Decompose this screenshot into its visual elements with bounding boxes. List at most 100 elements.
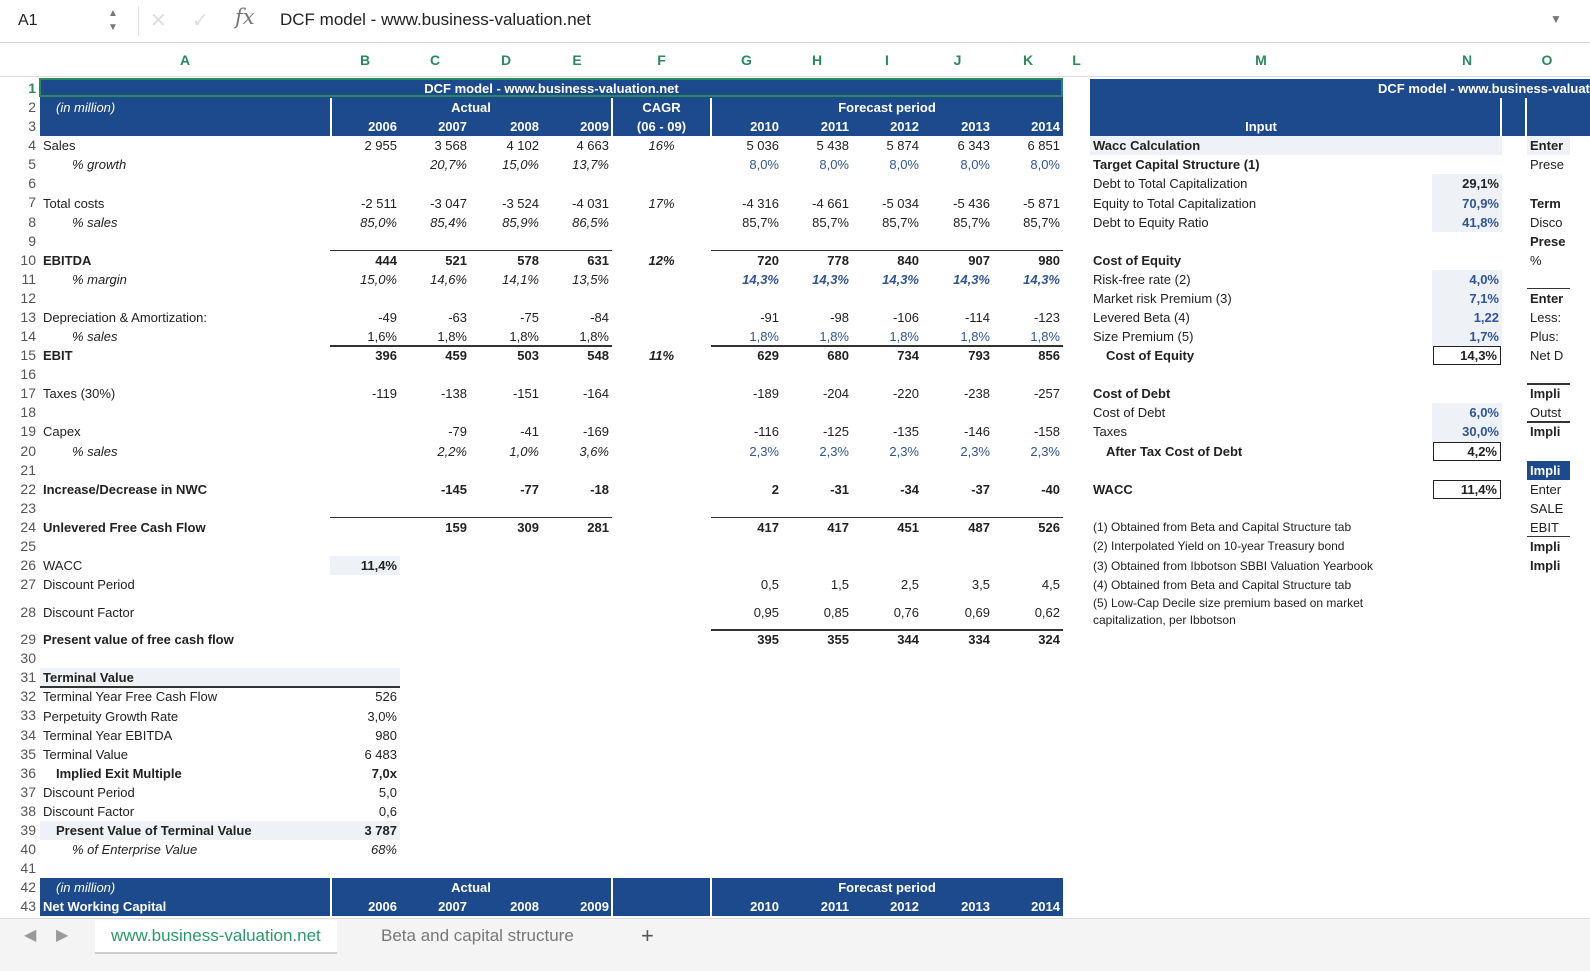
cell-b13[interactable]: -49 (378, 309, 397, 325)
column-header-m[interactable]: M (1255, 52, 1267, 68)
cell-b26[interactable]: 11,4% (360, 558, 397, 574)
cell-h29[interactable]: 355 (827, 632, 849, 648)
cell-d15[interactable]: 503 (517, 348, 539, 364)
cell-n18[interactable]: 6,0% (1469, 405, 1499, 421)
cell-d11[interactable]: 14,1% (502, 271, 539, 287)
cell-o26[interactable]: Impli (1530, 558, 1561, 574)
cell-b8[interactable]: 85,0% (360, 214, 397, 230)
cell-h5[interactable]: 8,0% (819, 157, 849, 173)
cell-a19[interactable]: Capex (43, 424, 81, 440)
cell-n22[interactable]: 11,4% (1433, 479, 1501, 499)
cell-k20[interactable]: 2,3% (1030, 443, 1060, 459)
cell-o7[interactable]: Term (1530, 195, 1561, 211)
cell-o23[interactable]: SALE (1530, 500, 1564, 516)
cell-i4[interactable]: 5 874 (886, 138, 919, 154)
cell-o24[interactable]: EBIT (1530, 519, 1559, 535)
cell-m14[interactable]: Size Premium (5) (1093, 329, 1194, 345)
row-header-31[interactable]: 31 (20, 669, 36, 686)
row-header-39[interactable]: 39 (20, 821, 36, 838)
cell-a7[interactable]: Total costs (43, 195, 105, 211)
cell-f2[interactable]: CAGR (642, 100, 681, 116)
row-header-43[interactable]: 43 (20, 898, 36, 915)
column-header-d[interactable]: D (500, 52, 512, 68)
cell-i7[interactable]: -5 034 (882, 195, 919, 211)
cell-a14[interactable]: % sales (72, 329, 118, 345)
cell-a39[interactable]: Present Value of Terminal Value (56, 822, 252, 838)
column-header-o[interactable]: O (1541, 52, 1553, 68)
row-header-25[interactable]: 25 (20, 537, 36, 554)
row-header-9[interactable]: 9 (28, 232, 36, 249)
name-box[interactable]: A1 (8, 6, 139, 36)
column-header-e[interactable]: E (572, 52, 582, 68)
cell-j17[interactable]: -238 (963, 386, 990, 402)
column-header-f[interactable]: F (657, 52, 666, 68)
cell-e22[interactable]: -18 (590, 481, 609, 497)
row-header-6[interactable]: 6 (28, 175, 36, 192)
cell-m17[interactable]: Cost of Debt (1093, 386, 1171, 402)
cell-o14[interactable]: Plus: (1530, 329, 1559, 345)
cell-b35[interactable]: 6 483 (364, 746, 397, 762)
cell-j19[interactable]: -146 (963, 424, 990, 440)
cell-d43[interactable]: 2008 (510, 899, 539, 915)
row-header-17[interactable]: 17 (20, 385, 36, 402)
cell-n11[interactable]: 4,0% (1469, 271, 1499, 287)
cell-c22[interactable]: -145 (440, 481, 467, 497)
cell-h11[interactable]: 14,3% (812, 271, 849, 287)
cell-a35[interactable]: Terminal Value (43, 746, 129, 762)
cell-c5[interactable]: 20,7% (430, 157, 467, 173)
cell-b34[interactable]: 980 (375, 727, 397, 743)
row-header-38[interactable]: 38 (20, 802, 36, 819)
cell-m27[interactable]: (4) Obtained from Beta and Capital Struc… (1093, 577, 1352, 592)
cell-a40[interactable]: % of Enterprise Value (72, 842, 198, 858)
cell-j5[interactable]: 8,0% (960, 157, 990, 173)
cell-g7[interactable]: -4 316 (742, 195, 779, 211)
cell-m10[interactable]: Cost of Equity (1093, 252, 1182, 268)
cell-f10[interactable]: 12% (648, 252, 675, 268)
cell-a2[interactable]: (in million) (56, 100, 116, 116)
cell-c3[interactable]: 2007 (438, 119, 467, 135)
cell-o21[interactable]: Impli (1530, 462, 1561, 478)
cell-j10[interactable]: 907 (968, 252, 990, 268)
cell-o4[interactable]: Enter (1530, 138, 1564, 154)
cell-o25[interactable]: Impli (1530, 538, 1561, 554)
cell-e5[interactable]: 13,7% (572, 157, 609, 173)
cell-b4[interactable]: 2 955 (364, 138, 397, 154)
cell-g4[interactable]: 5 036 (746, 138, 779, 154)
cell-m1[interactable]: DCF model - www.business-valuation.net (1378, 81, 1590, 97)
cell-i14[interactable]: 1,8% (889, 329, 919, 345)
cell-k11[interactable]: 14,3% (1023, 271, 1060, 287)
cell-n20[interactable]: 4,2% (1433, 441, 1501, 461)
cell-h8[interactable]: 85,7% (812, 214, 849, 230)
cell-a5[interactable]: % growth (72, 157, 127, 173)
cell-e19[interactable]: -169 (582, 424, 609, 440)
cell-m24[interactable]: (1) Obtained from Beta and Capital Struc… (1093, 520, 1352, 535)
cell-j11[interactable]: 14,3% (953, 271, 990, 287)
add-sheet-button[interactable]: + (641, 923, 654, 948)
cell-c8[interactable]: 85,4% (430, 214, 467, 230)
row-header-19[interactable]: 19 (20, 423, 36, 440)
cell-n13[interactable]: 1,22 (1473, 309, 1499, 325)
row-header-26[interactable]: 26 (20, 557, 36, 573)
cell-m3[interactable]: Input (1245, 119, 1277, 135)
row-header-41[interactable]: 41 (20, 860, 36, 877)
cell-i20[interactable]: 2,3% (889, 443, 919, 459)
cell-e24[interactable]: 281 (587, 519, 609, 535)
cell-g27[interactable]: 0,5 (760, 577, 779, 593)
row-header-35[interactable]: 35 (20, 745, 36, 762)
cell-b33[interactable]: 3,0% (367, 708, 397, 724)
column-header-c[interactable]: C (429, 52, 441, 68)
row-header-12[interactable]: 12 (20, 289, 36, 306)
cell-g22[interactable]: 2 (771, 481, 779, 497)
cell-k24[interactable]: 526 (1038, 519, 1060, 535)
cell-i28[interactable]: 0,76 (893, 604, 919, 620)
cell-o13[interactable]: Less: (1530, 309, 1562, 325)
cell-j3[interactable]: 2013 (961, 119, 990, 135)
cell-b3[interactable]: 2006 (368, 119, 397, 135)
cell-h28[interactable]: 0,85 (823, 604, 849, 620)
cell-b39[interactable]: 3 787 (364, 822, 397, 838)
cell-g10[interactable]: 720 (757, 252, 779, 268)
cell-a27[interactable]: Discount Period (43, 577, 135, 593)
row-header-1[interactable]: 1 (28, 80, 36, 96)
cell-a29[interactable]: Present value of free cash flow (43, 632, 234, 648)
cell-o22[interactable]: Enter (1530, 481, 1562, 497)
